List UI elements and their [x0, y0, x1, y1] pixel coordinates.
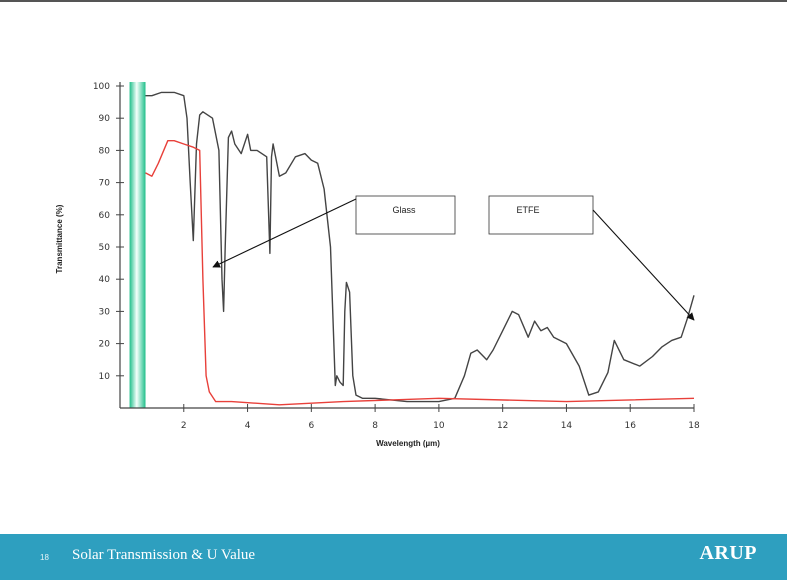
y-tick-label: 80: [99, 146, 111, 156]
y-tick-label: 90: [99, 114, 111, 124]
y-tick-label: 70: [99, 179, 111, 189]
visible-band: [129, 82, 146, 408]
x-tick-label: 4: [245, 421, 251, 431]
x-tick-label: 12: [497, 421, 508, 431]
series-line-glass: [145, 140, 695, 406]
footer-title: Solar Transmission & U Value: [72, 547, 256, 563]
y-tick-label: 30: [99, 307, 111, 317]
top-border: [0, 0, 787, 2]
series-line-etfe: [145, 91, 695, 403]
x-tick-label: 2: [181, 421, 187, 431]
transmittance-chart: 2 4 6 8 10 12 14 16 18 10 20 30 40 50 60 70 80 90 100 Glas…: [55, 82, 700, 448]
annotation-box: [355, 195, 456, 235]
x-tick-label: 18: [688, 421, 700, 431]
y-tick-label: 100: [93, 82, 110, 92]
x-tick-label: 10: [433, 421, 445, 431]
x-tick-label: 14: [561, 421, 573, 431]
annotation-box: [488, 195, 594, 235]
x-tick-label: 6: [308, 421, 314, 431]
x-axis-title: Wavelength (µm): [376, 439, 440, 448]
y-axis-title: Transmittance (%): [55, 204, 64, 273]
x-tick-label: 16: [624, 421, 636, 431]
annotation-arrow: [212, 198, 357, 268]
annotation-label: Glass: [392, 205, 416, 215]
footer-bar: 18 Solar Transmission & U Value ARUP: [0, 534, 787, 580]
y-tick-label: 20: [99, 340, 111, 350]
y-tick-label: 60: [99, 211, 111, 221]
x-tick-label: 8: [372, 421, 378, 431]
y-tick-label: 50: [99, 243, 111, 253]
y-tick-label: 10: [99, 372, 111, 382]
slide-number: 18: [40, 553, 49, 562]
annotation-label: ETFE: [516, 205, 539, 215]
arup-logo: ARUP: [699, 542, 757, 564]
y-tick-label: 40: [99, 275, 111, 285]
annotation-etfe: ETFE: [488, 195, 695, 321]
annotation-glass: Glass: [212, 195, 456, 268]
annotation-arrow: [592, 209, 695, 321]
